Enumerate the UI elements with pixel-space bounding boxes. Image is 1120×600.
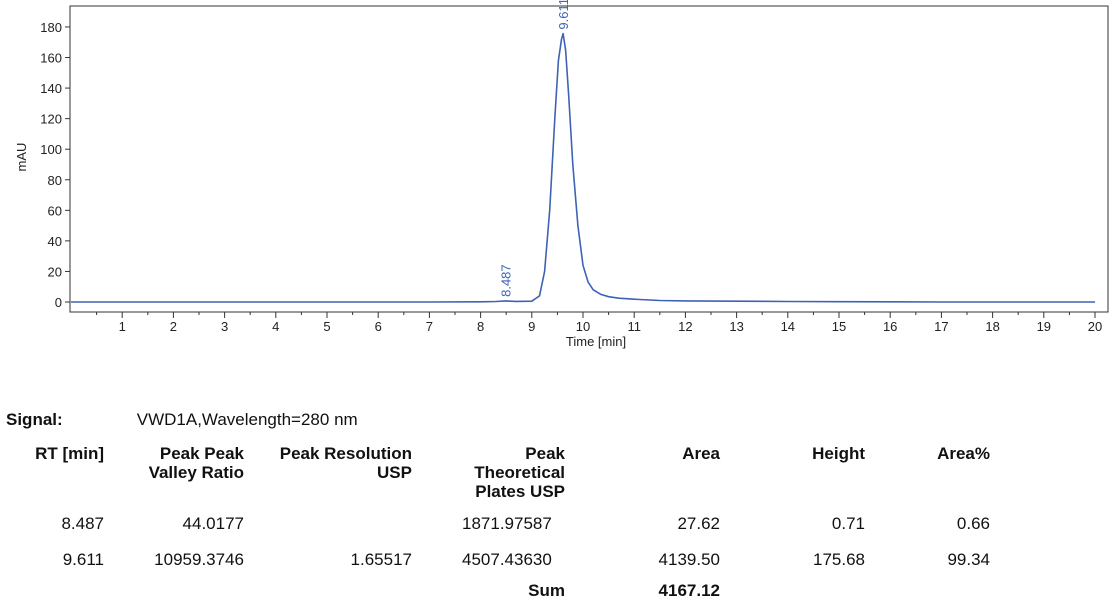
plot-frame — [69, 5, 1109, 313]
row2-valley-ratio: 10959.3746 — [154, 550, 244, 569]
header-area: Area — [682, 444, 720, 463]
row2-resolution: 1.65517 — [350, 550, 412, 569]
y-tick-label: 40 — [48, 234, 62, 249]
x-tick-label: 12 — [678, 319, 692, 334]
peak-label: 8.487 — [499, 264, 514, 297]
x-tick-label: 13 — [729, 319, 743, 334]
header-rt: RT [min] — [35, 444, 104, 463]
row2-area: 4139.50 — [658, 550, 720, 569]
y-tick-label: 120 — [40, 112, 62, 127]
x-tick-label: 11 — [627, 319, 641, 334]
header-height: Height — [812, 444, 865, 463]
peak-table: RT [min] Peak Peak Valley Ratio Peak Res… — [0, 440, 1120, 600]
y-tick-label: 160 — [40, 51, 62, 66]
row1-height: 0.71 — [831, 514, 865, 533]
x-tick-label: 14 — [781, 319, 795, 334]
y-tick-label: 80 — [48, 173, 62, 188]
y-axis-label: mAU — [14, 143, 29, 172]
x-tick-label: 17 — [934, 319, 948, 334]
x-tick-label: 7 — [426, 319, 433, 334]
y-tick-label: 60 — [48, 203, 62, 218]
x-tick-label: 10 — [576, 319, 590, 334]
row2-rt: 9.611 — [62, 550, 104, 569]
row1-valley-ratio: 44.0177 — [182, 514, 244, 533]
x-tick-label: 4 — [272, 319, 279, 334]
y-tick-label: 100 — [40, 142, 62, 157]
signal-row: Signal: VWD1A,Wavelength=280 nm — [6, 410, 358, 430]
x-tick-label: 8 — [477, 319, 484, 334]
y-tick-label: 140 — [40, 81, 62, 96]
x-tick-label: 2 — [170, 319, 177, 334]
peak-label: 9.611 — [556, 0, 571, 30]
x-tick-label: 9 — [528, 319, 535, 334]
row2-area-pct: 99.34 — [947, 550, 990, 569]
signal-label: Signal: — [6, 410, 63, 429]
chromatogram-chart: 0 20 40 60 80 100 120 140 160 180 1 2 3 4 5 6 7 8 9 10 11 12 1… — [14, 0, 1109, 349]
x-tick-label: 1 — [119, 319, 126, 334]
series-line — [71, 32, 1095, 303]
header-resolution: Peak Resolution USP — [279, 444, 412, 482]
x-axis-label: Time [min] — [566, 334, 626, 349]
sum-value: 4167.12 — [658, 581, 720, 600]
y-tick-label: 20 — [48, 264, 62, 279]
row1-area-pct: 0.66 — [956, 514, 990, 533]
x-tick-label: 16 — [883, 319, 897, 334]
row2-height: 175.68 — [813, 550, 865, 569]
y-tick-label: 0 — [55, 295, 62, 310]
header-valley-ratio: Peak Peak Valley Ratio — [148, 444, 244, 482]
signal-value: VWD1A,Wavelength=280 nm — [136, 410, 358, 429]
x-tick-label: 3 — [221, 319, 228, 334]
x-tick-label: 15 — [832, 319, 846, 334]
x-tick-label: 19 — [1037, 319, 1051, 334]
row1-area: 27.62 — [677, 514, 720, 533]
header-plates: Peak Theoretical Plates USP — [474, 444, 565, 501]
row2-plates: 4507.43630 — [462, 550, 552, 569]
header-area-pct: Area% — [937, 444, 990, 463]
x-tick-label: 20 — [1088, 319, 1102, 334]
x-tick-label: 5 — [323, 319, 330, 334]
x-tick-label: 18 — [985, 319, 999, 334]
sum-label: Sum — [528, 581, 565, 600]
row1-plates: 1871.97587 — [462, 514, 552, 533]
x-tick-label: 6 — [375, 319, 382, 334]
row1-rt: 8.487 — [61, 514, 104, 533]
y-tick-label: 180 — [40, 20, 62, 35]
